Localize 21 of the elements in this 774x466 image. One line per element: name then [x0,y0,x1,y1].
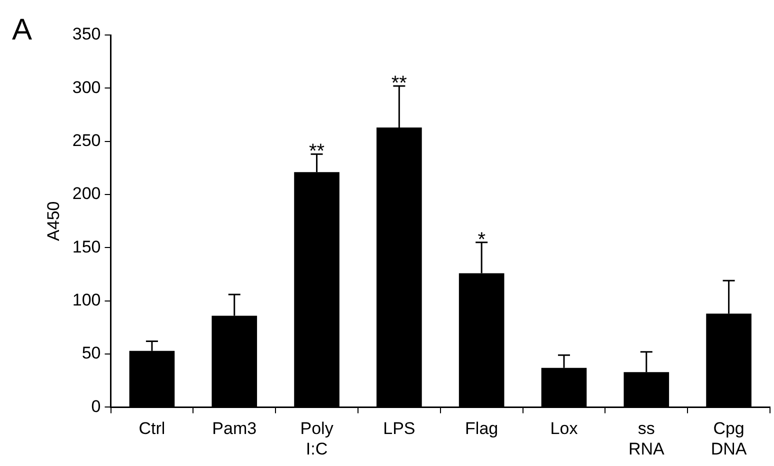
y-tick-label: 200 [72,184,101,204]
y-axis-title: A450 [44,201,63,241]
y-tick-label: 150 [72,237,101,256]
y-tick-label: 100 [72,290,101,310]
text: A [12,13,32,46]
x-tick-label: Poly I:C [300,419,334,458]
annotation: ** [391,72,408,95]
y-tick-label: 300 [72,78,101,97]
y-tick-label: 50 [82,344,101,363]
y-tick-label: 250 [72,131,101,150]
x-tick-label: Cpg DNA [710,419,748,458]
y-tick-label: 350 [72,24,101,44]
y-tick-label: 0 [91,396,101,416]
annotation: ** [308,140,325,163]
x-tick-label: Ctrl [138,419,166,438]
x-tick-label: ss RNA [628,419,665,458]
x-tick-label: LPS [383,419,416,438]
annotation: * [478,228,486,251]
x-tick-label: Lox [550,419,578,438]
x-tick-label: Flag [465,419,498,438]
x-tick-label: Pam3 [212,419,257,438]
